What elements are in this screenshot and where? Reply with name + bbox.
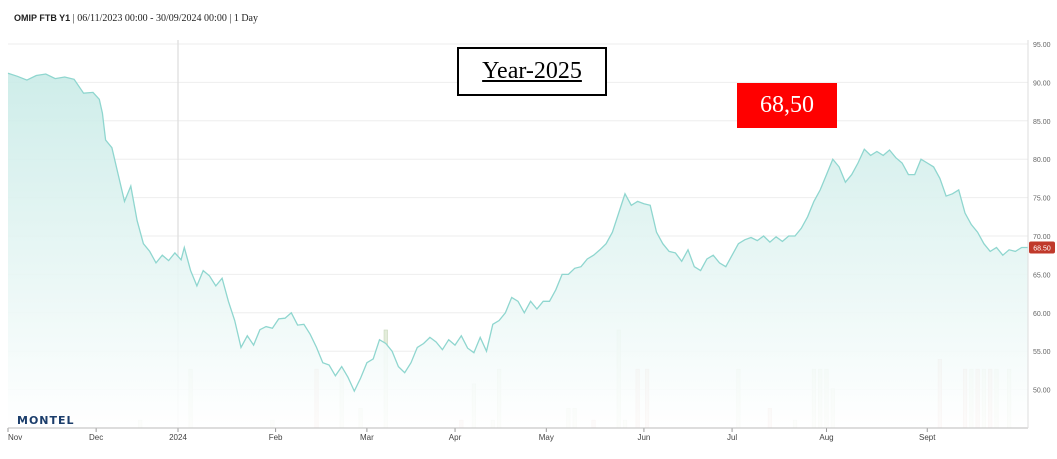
x-tick-label: Dec	[89, 433, 103, 442]
y-tick-label: 95.00	[1033, 42, 1051, 49]
x-tick-label: Mar	[360, 433, 374, 442]
y-tick-label: 80.00	[1033, 157, 1051, 164]
year-annotation: Year-2025	[457, 47, 607, 96]
x-tick-label: 2024	[169, 433, 187, 442]
y-tick-label: 50.00	[1033, 388, 1051, 395]
y-tick-label: 70.00	[1033, 234, 1051, 241]
price-line	[7, 72, 1028, 393]
y-tick-label: 85.00	[1033, 119, 1051, 126]
x-tick-label: Jun	[637, 433, 650, 442]
y-tick-label: 65.00	[1033, 272, 1051, 279]
chart-header: OMIP FTB Y1 | 06/11/2023 00:00 - 30/09/2…	[14, 13, 258, 24]
last-value-label: 68.50	[1033, 246, 1051, 253]
x-tick-label: May	[539, 433, 554, 442]
price-area	[8, 73, 1028, 428]
instrument-symbol: OMIP FTB Y1	[14, 13, 71, 23]
y-tick-label: 55.00	[1033, 349, 1051, 356]
price-callout: 68,50	[737, 83, 837, 128]
y-tick-label: 75.00	[1033, 196, 1051, 203]
x-tick-label: Feb	[269, 433, 283, 442]
y-tick-label: 90.00	[1033, 80, 1051, 87]
x-tick-label: Apr	[449, 433, 462, 442]
year-annotation-text: Year-2025	[482, 58, 582, 84]
x-tick-label: Nov	[8, 433, 22, 442]
montel-logo: MONTEL	[17, 414, 75, 427]
x-tick-label: Jul	[727, 433, 737, 442]
date-range: | 06/11/2023 00:00 - 30/09/2024 00:00 | …	[72, 13, 258, 24]
y-tick-label: 60.00	[1033, 311, 1051, 318]
x-tick-label: Aug	[819, 433, 833, 442]
x-tick-label: Sept	[919, 433, 936, 442]
last-value-badge	[1029, 241, 1055, 254]
